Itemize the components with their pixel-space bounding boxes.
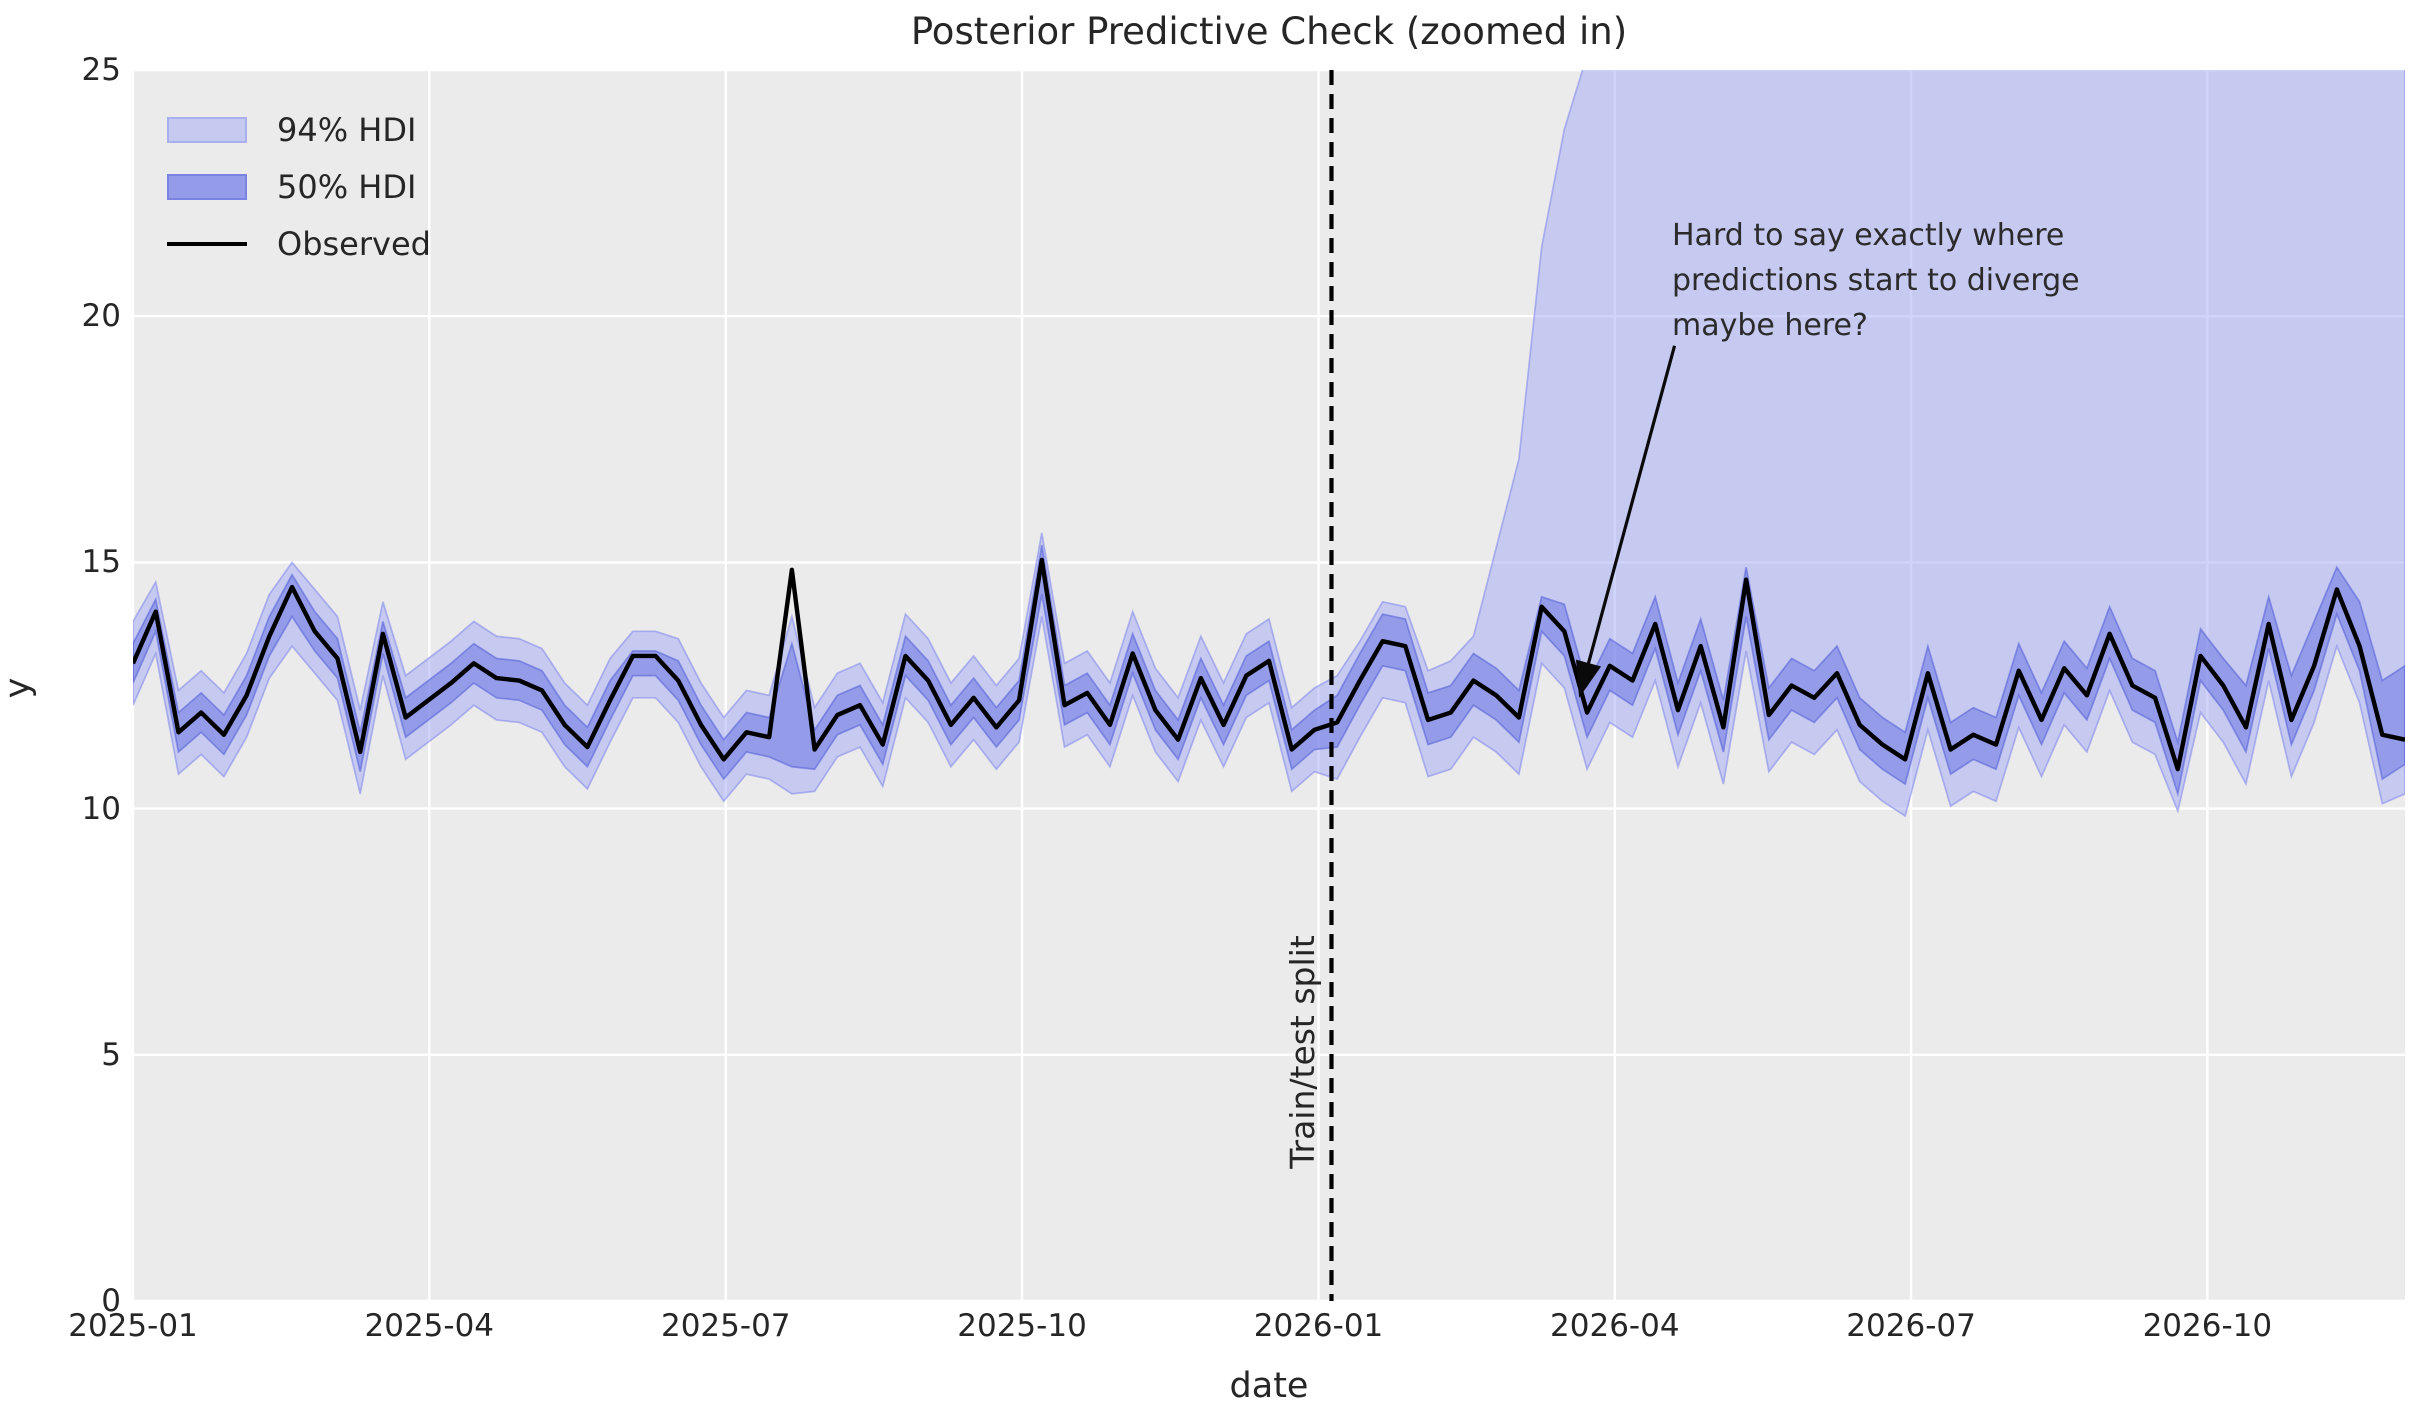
y-tick-20: 20	[81, 298, 121, 335]
y-tick-25: 25	[81, 52, 121, 88]
annotation-line-3: maybe here?	[1672, 308, 1868, 343]
x-tick-2026-10: 2026-10	[2142, 1308, 2273, 1344]
x-tick-2025-04: 2025-04	[364, 1308, 495, 1344]
legend-row-94-hdi: 94% HDI	[167, 101, 431, 158]
divergence-annotation: Hard to say exactly where predictions st…	[1672, 213, 2080, 348]
x-tick-2025-01: 2025-01	[68, 1308, 198, 1344]
x-tick-2026-04: 2026-04	[1550, 1308, 1680, 1344]
observed-line-swatch-icon	[167, 241, 247, 246]
annotation-arrow-line	[1585, 345, 1677, 668]
legend-label-50-hdi: 50% HDI	[277, 167, 417, 206]
annotation-line-1: Hard to say exactly where	[1672, 218, 2065, 253]
observed-line	[133, 557, 2405, 772]
y-axis-label: y	[0, 677, 38, 699]
legend-label-94-hdi: 94% HDI	[277, 110, 417, 149]
legend-row-observed: Observed	[167, 215, 431, 272]
legend-label-observed: Observed	[277, 224, 431, 263]
hdi94-swatch-icon	[167, 116, 247, 143]
legend-row-50-hdi: 50% HDI	[167, 158, 431, 215]
x-tick-2026-01: 2026-01	[1253, 1308, 1384, 1344]
annotation-arrowhead-icon	[1575, 659, 1602, 698]
hdi94-band	[133, 70, 2405, 818]
train-test-split-label: Train/test split	[1283, 935, 1322, 1169]
y-tick-5: 5	[101, 1036, 121, 1073]
y-tick-0: 0	[101, 1283, 121, 1319]
chart-title: Posterior Predictive Check (zoomed in)	[910, 10, 1628, 53]
y-tick-10: 10	[81, 790, 121, 827]
x-axis-label: date	[1229, 1366, 1309, 1406]
x-tick-2025-10: 2025-10	[957, 1308, 1087, 1344]
x-tick-2026-07: 2026-07	[1846, 1308, 1976, 1344]
legend: 94% HDI 50% HDI Observed	[167, 101, 431, 272]
x-tick-2025-07: 2025-07	[660, 1308, 791, 1344]
hdi50-swatch-icon	[167, 173, 247, 200]
annotation-line-2: predictions start to diverge	[1672, 263, 2080, 298]
y-tick-15: 15	[81, 544, 121, 581]
